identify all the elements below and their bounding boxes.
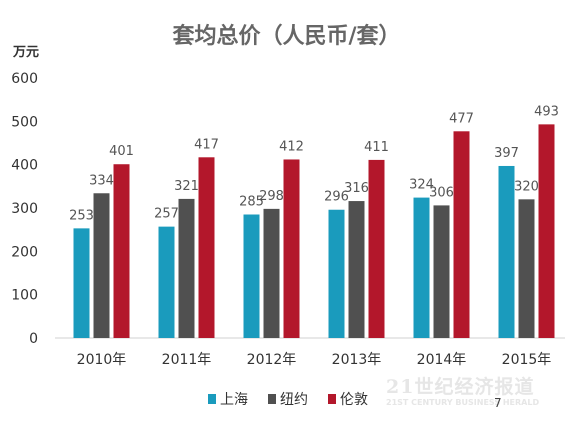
bar-3 [283,159,300,338]
bar-1 [413,197,430,338]
bar-2 [178,198,195,338]
data-label: 320 [514,179,539,194]
bar-3 [198,157,215,338]
data-label: 412 [279,139,304,154]
legend-swatch [208,394,216,404]
bar-3 [538,124,555,338]
watermark-subtitle: 21ST CENTURY BUSINESS HERALD [386,398,540,407]
legend-label: 伦敦 [340,392,368,408]
bar-1 [243,214,260,338]
bar-2 [518,199,535,338]
watermark-logo: 21世纪经济报道 [386,376,535,398]
data-label: 253 [69,208,94,223]
y-tick-label: 500 [11,114,38,130]
y-tick-label: 300 [11,201,38,217]
chart-title: 套均总价（人民币/套） [172,24,401,49]
bar-3 [113,164,130,338]
y-tick-label: 0 [29,331,38,347]
y-tick-label: 600 [11,71,38,87]
legend-swatch [268,394,276,404]
data-label: 401 [109,144,134,159]
data-label: 257 [154,207,179,222]
data-label: 306 [429,185,454,200]
data-label: 285 [239,195,264,210]
data-label: 324 [409,178,434,193]
bar-2 [348,201,365,338]
bar-2 [263,208,280,338]
bar-1 [498,165,515,338]
bar-3 [453,131,470,338]
y-axis-unit-label: 万元 [12,45,39,60]
data-label: 493 [534,104,559,119]
x-tick-label: 2012年 [247,352,297,368]
bar-2 [93,193,110,338]
bar-3 [368,159,385,338]
bar-1 [328,209,345,338]
x-tick-label: 2015年 [502,352,552,368]
data-label: 298 [259,189,284,204]
bar-1 [158,226,175,338]
y-tick-label: 200 [11,244,38,260]
page-number: 7 [494,396,502,410]
bar-1 [73,228,90,338]
legend-label: 纽约 [280,392,308,408]
data-label: 397 [494,146,519,161]
y-tick-label: 100 [11,288,38,304]
x-tick-label: 2010年 [77,352,127,368]
y-tick-label: 400 [11,158,38,174]
data-label: 321 [174,179,199,194]
x-tick-label: 2013年 [332,352,382,368]
legend-label: 上海 [220,392,248,408]
bar-2 [433,205,450,338]
data-label: 477 [449,111,474,126]
x-tick-label: 2011年 [162,352,212,368]
legend-swatch [328,394,336,404]
data-label: 316 [344,181,369,196]
data-label: 296 [324,190,349,205]
data-label: 411 [364,140,389,155]
data-label: 334 [89,173,114,188]
data-label: 417 [194,137,219,152]
x-tick-label: 2014年 [417,352,467,368]
